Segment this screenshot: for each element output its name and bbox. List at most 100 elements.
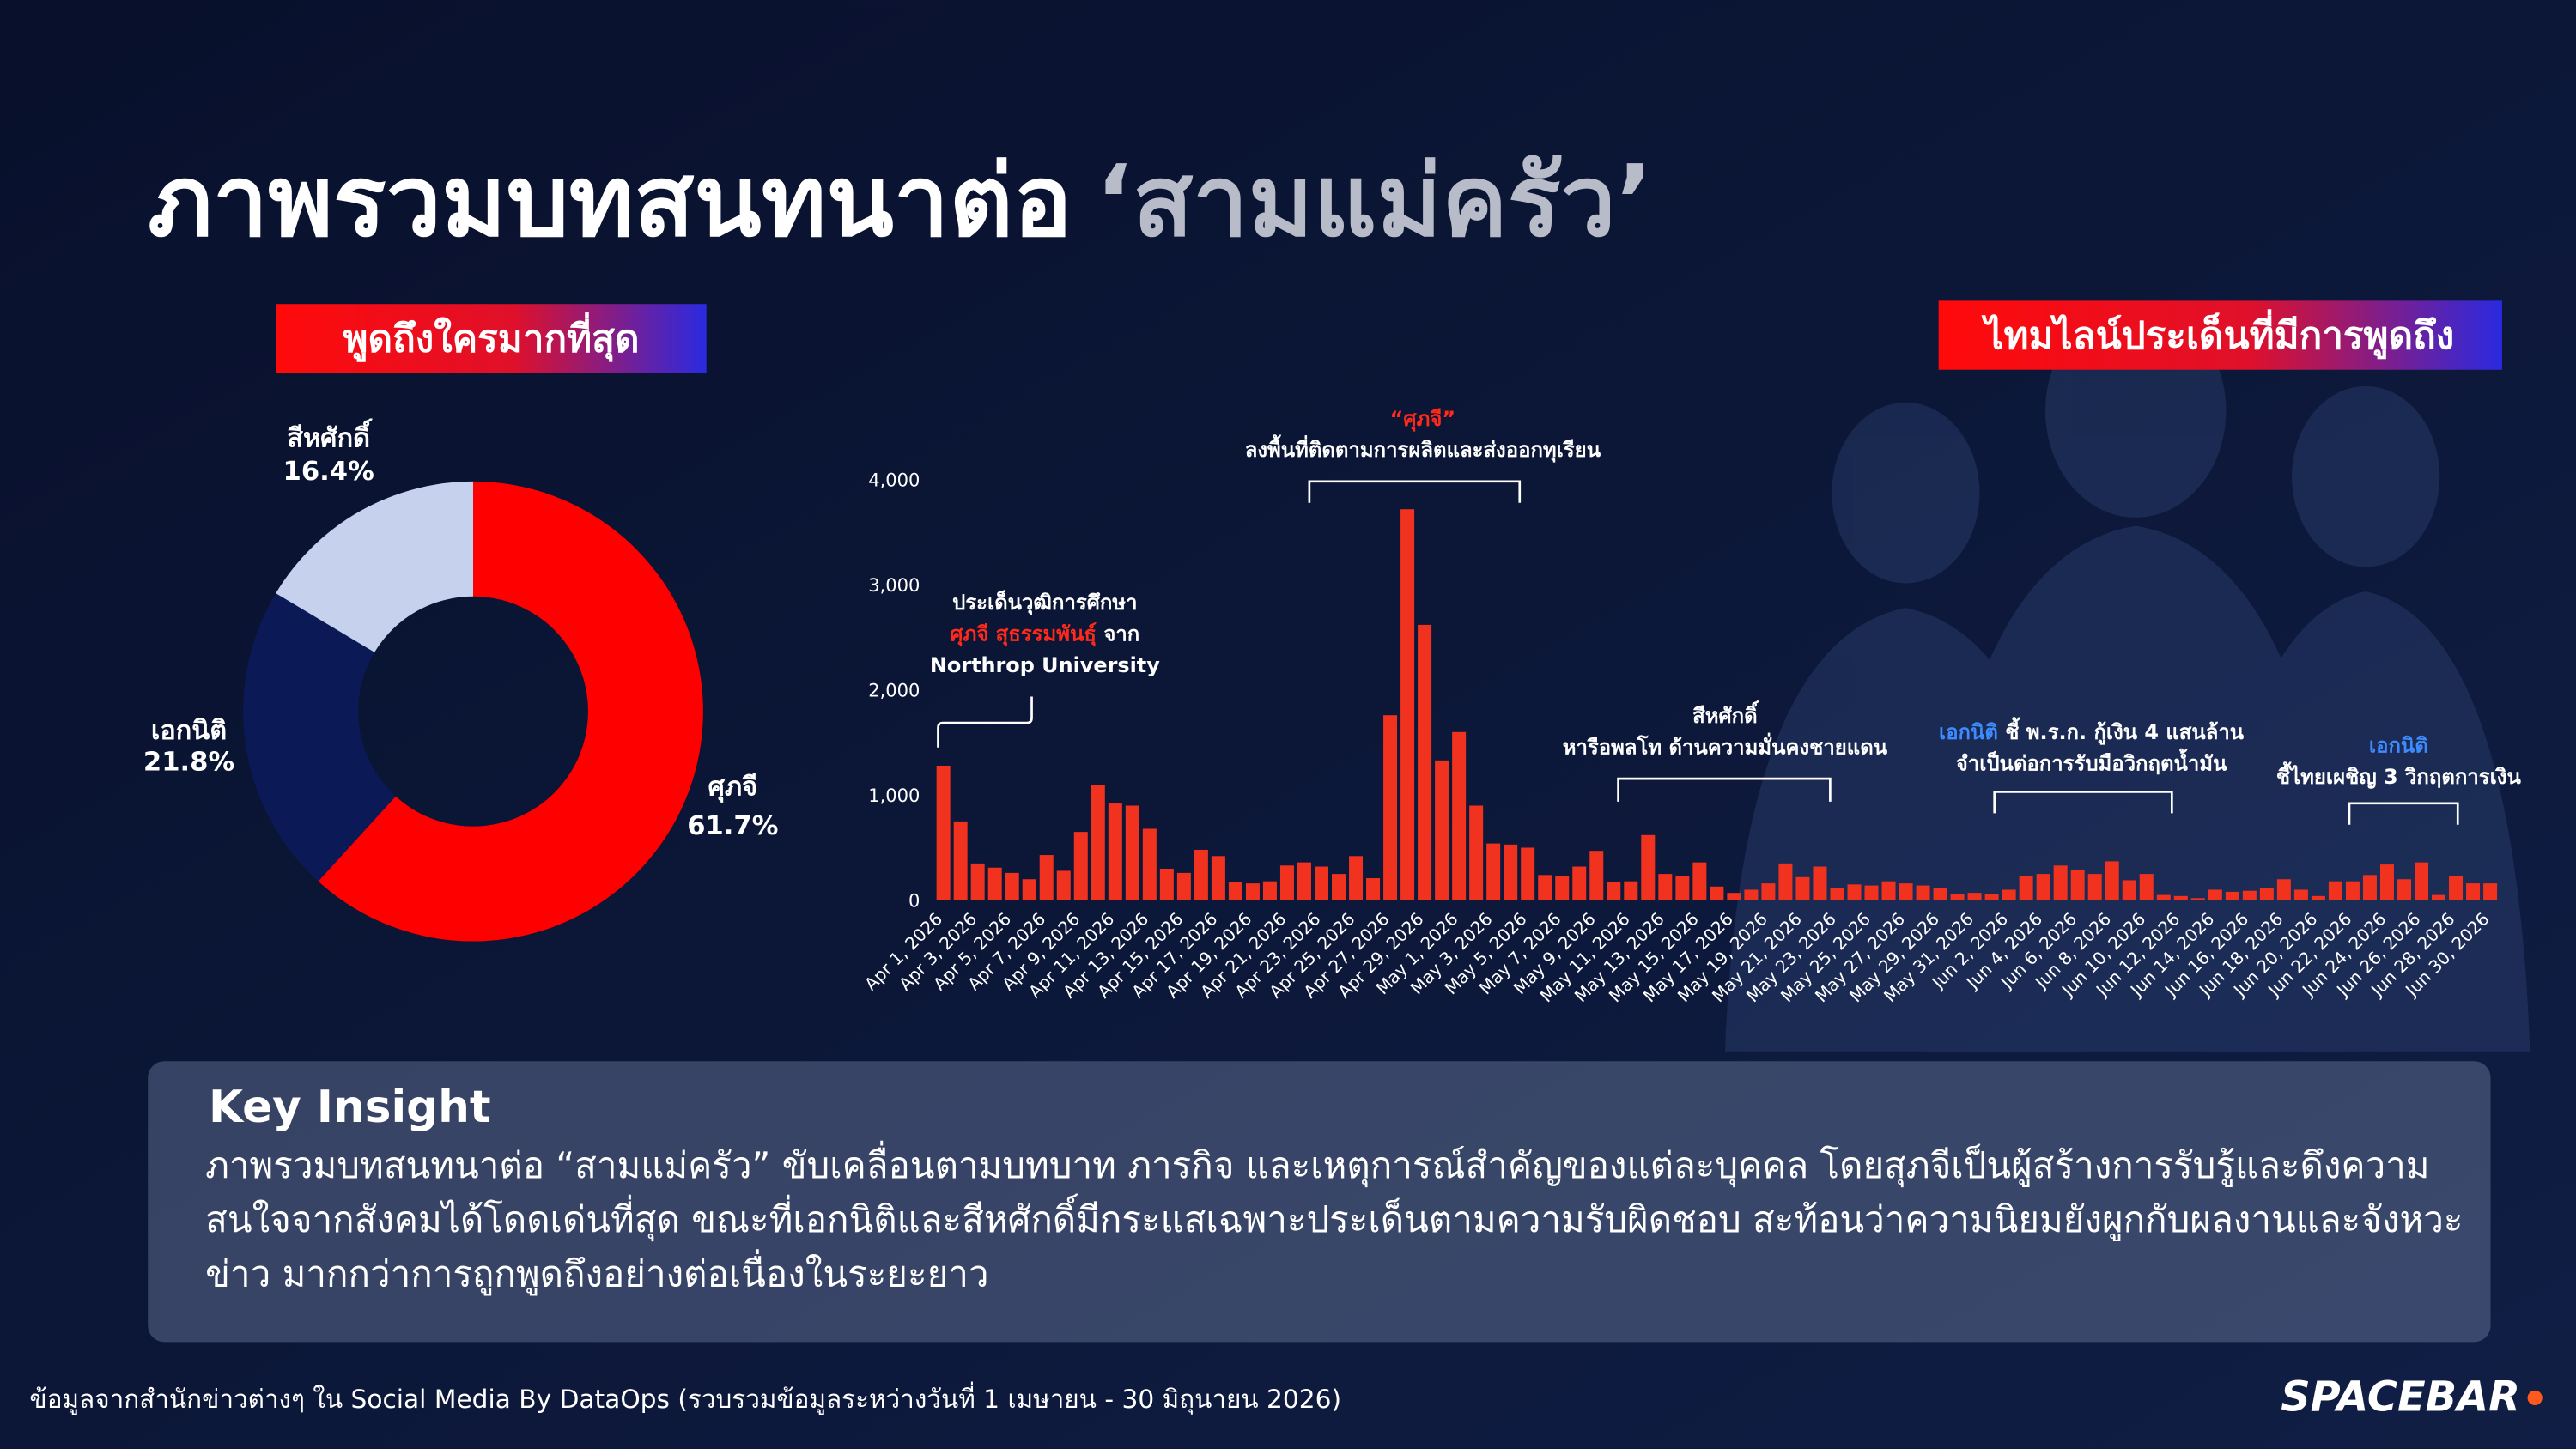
bar [1658,874,1673,900]
bar [2483,883,2498,900]
annotation: เอกนิติ [2369,734,2428,758]
y-tick-label: 2,000 [868,679,920,700]
insight-heading: Key Insight [209,1082,491,1133]
bar [1469,805,1484,900]
bar [1435,760,1449,900]
bar [1521,847,1535,900]
bar [1211,856,1225,900]
bar [1504,844,1518,900]
annotation: สีหศักดิ์ [1692,700,1759,728]
bar [2449,876,2464,900]
annotation-part: ประเด็นวุฒิการศึกษา [952,590,1137,615]
bar [1624,881,1638,900]
bar [1039,855,1054,900]
bar [1297,862,1311,900]
bar [1933,888,1947,900]
bar [1418,624,1432,900]
bar [1314,866,1329,900]
bar [970,863,985,900]
logo: SPACEBAR [2281,1374,2520,1422]
bar [1073,832,1088,900]
bar [1279,865,1294,900]
bar [2362,875,2377,900]
bar [1194,849,1208,900]
bar [1159,868,1174,900]
bar [1108,803,1122,900]
bar [1228,882,1242,900]
insight-body-box: ภาพรวมบทสนทนาต่อ “สามแม่ครัว” ขับเคลื่อน… [205,1147,2463,1296]
bar [1142,828,1157,900]
bar [1830,888,1844,900]
bar [1022,879,1036,900]
slice-value: 16.4% [283,457,374,487]
bar [1641,834,1656,900]
annotation-bracket [1308,480,1522,503]
annotation: หารือพลโท ด้านความมั่นคงชายแดน [1563,732,1888,759]
bar [2259,888,2274,900]
annotation-part: ลงพื้นที่ติดตามการผลิตและส่งออกทุเรียน [1245,434,1601,463]
bar [2105,861,2119,900]
badge-bg [1938,300,2502,370]
bar [1486,843,1501,900]
bar [953,821,968,900]
annotation-part: จาก [1097,621,1139,646]
bar [2225,891,2239,900]
bar [1572,866,1587,900]
annotation-part: สีหศักดิ์ [1692,700,1759,728]
bar [1262,881,1277,900]
bar [2036,874,2050,900]
bar [2328,881,2342,900]
annotation-part: จำเป็นต่อการรับมือวิกฤตน้ำมัน [1956,749,2227,776]
bar [1881,881,1896,900]
bar [1538,875,1552,900]
bar [1176,872,1191,900]
bar [2190,898,2205,900]
annotation-part: เอกนิติ [1939,720,1998,744]
bar [2173,895,2188,900]
annotation-part: ชี้ไทยเผชิญ 3 วิกฤตการเงิน [2276,761,2522,789]
bar [1383,715,1398,900]
annotation-bracket [937,696,1033,748]
annotation-part: เอกนิติ [2369,734,2428,758]
annotation: จำเป็นต่อการรับมือวิกฤตน้ำมัน [1956,749,2227,776]
bar [1710,886,1724,900]
slice-value: 61.7% [687,811,778,841]
bar [2087,874,2102,900]
bar [2139,874,2154,900]
annotation-bracket [1993,791,2173,814]
bar [1984,894,1999,900]
insight-box [148,1061,2491,1343]
bar [1692,862,1707,900]
annotation-part: ศุภจี สุธรรมพันธุ์ [950,621,1097,646]
bar [2345,881,2360,900]
annotation: ชี้ไทยเผชิญ 3 วิกฤตการเงิน [2276,761,2522,789]
bar [2242,890,2257,900]
pie-slice [318,481,703,942]
bar [1864,885,1879,900]
bar [1452,731,1467,900]
badge-bg [276,304,707,373]
bar [1005,872,1019,900]
bar [2070,870,2085,900]
bar [2276,879,2291,900]
bar [2414,862,2429,900]
title: ภาพรวมบทสนทนาต่อ ‘สามแม่ครัว’ [148,144,1653,259]
bar [2466,883,2481,900]
bar [2432,894,2446,900]
bar [987,867,1002,900]
bar [1091,785,1105,900]
slice-name: ศุภจี [708,772,758,803]
badge: ไทมไลน์ประเด็นที่มีการพูดถึง [1981,309,2454,359]
bar [1400,509,1415,900]
bar [1349,856,1364,900]
annotation-bracket [1617,777,1832,802]
annotation: ประเด็นวุฒิการศึกษา [952,590,1137,615]
bar [2122,880,2136,900]
bar [1916,885,1930,900]
bar [2053,865,2068,900]
slice-name: เอกนิติ [151,716,227,746]
annotation: Northrop University [930,653,1160,677]
bar [936,765,951,900]
